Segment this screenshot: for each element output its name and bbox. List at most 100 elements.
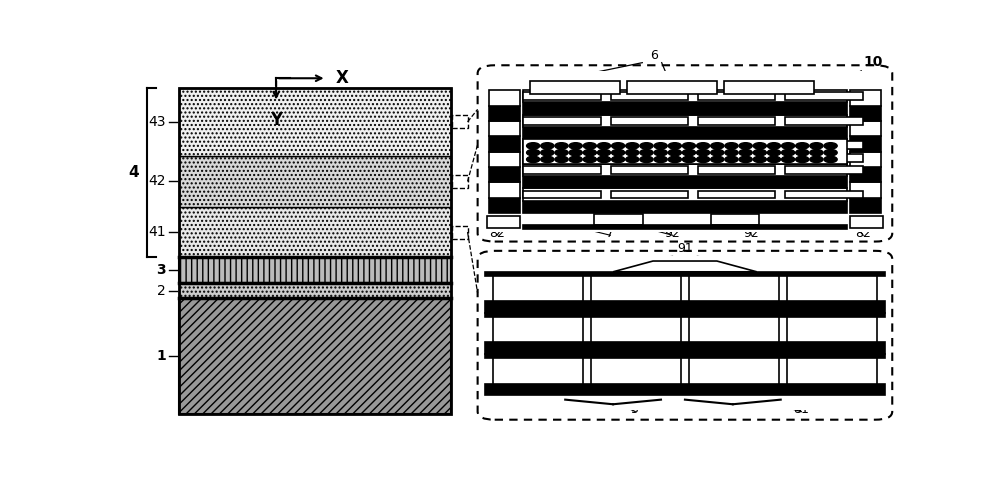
Circle shape xyxy=(725,143,738,149)
Bar xyxy=(785,93,863,100)
Circle shape xyxy=(697,143,710,149)
Circle shape xyxy=(569,143,582,149)
Bar xyxy=(179,156,450,207)
Circle shape xyxy=(725,156,738,162)
Bar xyxy=(523,139,847,164)
Bar xyxy=(627,80,717,94)
Circle shape xyxy=(583,149,596,156)
Text: 41: 41 xyxy=(148,225,166,239)
Bar xyxy=(485,301,885,313)
Bar xyxy=(689,317,779,342)
Bar xyxy=(689,359,779,384)
Bar xyxy=(787,317,877,342)
Bar xyxy=(611,190,688,199)
Circle shape xyxy=(697,149,710,156)
Circle shape xyxy=(555,156,568,162)
Circle shape xyxy=(739,143,752,149)
Bar xyxy=(850,216,883,228)
Bar xyxy=(485,384,885,395)
Bar xyxy=(523,127,847,139)
Circle shape xyxy=(810,149,823,156)
Bar xyxy=(698,166,775,174)
Bar xyxy=(850,106,881,121)
Circle shape xyxy=(583,143,596,149)
Circle shape xyxy=(796,143,809,149)
Circle shape xyxy=(541,156,554,162)
Bar xyxy=(850,167,881,182)
Circle shape xyxy=(583,156,596,162)
Polygon shape xyxy=(613,261,757,272)
Circle shape xyxy=(810,156,823,162)
Circle shape xyxy=(767,149,781,156)
Bar xyxy=(179,88,450,414)
Bar xyxy=(523,115,847,127)
Circle shape xyxy=(527,143,540,149)
Bar xyxy=(689,276,779,301)
Circle shape xyxy=(654,149,667,156)
Bar xyxy=(523,176,847,188)
Circle shape xyxy=(711,149,724,156)
Bar xyxy=(698,190,775,199)
Text: 82: 82 xyxy=(855,227,871,240)
Circle shape xyxy=(541,149,554,156)
Bar xyxy=(452,175,468,188)
Bar xyxy=(785,117,863,125)
Bar xyxy=(489,136,520,151)
Text: 10: 10 xyxy=(863,55,883,69)
Bar xyxy=(523,188,847,201)
Circle shape xyxy=(668,149,681,156)
Bar xyxy=(850,198,881,213)
Bar xyxy=(611,166,688,174)
Circle shape xyxy=(711,143,724,149)
Circle shape xyxy=(725,149,738,156)
Circle shape xyxy=(668,143,681,149)
Bar xyxy=(179,298,450,414)
Circle shape xyxy=(555,149,568,156)
Text: 82: 82 xyxy=(489,227,505,240)
Bar xyxy=(489,106,520,121)
Circle shape xyxy=(753,143,766,149)
Bar xyxy=(611,142,688,149)
Bar xyxy=(523,201,847,213)
Bar xyxy=(523,154,601,161)
Bar xyxy=(698,117,775,125)
Circle shape xyxy=(626,149,639,156)
Bar xyxy=(493,317,583,342)
Bar xyxy=(179,207,450,257)
Bar xyxy=(485,256,885,411)
Bar xyxy=(850,90,881,106)
Circle shape xyxy=(626,143,639,149)
Circle shape xyxy=(824,156,837,162)
Bar xyxy=(698,154,775,161)
Bar xyxy=(523,164,847,176)
Bar xyxy=(523,139,847,151)
Bar xyxy=(785,166,863,174)
Circle shape xyxy=(697,156,710,162)
Circle shape xyxy=(541,143,554,149)
Bar xyxy=(591,276,681,301)
Circle shape xyxy=(640,149,653,156)
Circle shape xyxy=(597,143,611,149)
Text: 6: 6 xyxy=(650,49,658,62)
Bar xyxy=(452,226,468,239)
Text: X: X xyxy=(336,69,349,87)
Bar xyxy=(489,90,520,106)
Circle shape xyxy=(555,143,568,149)
Text: 91: 91 xyxy=(677,241,693,254)
Circle shape xyxy=(810,143,823,149)
Circle shape xyxy=(782,143,795,149)
Bar xyxy=(850,136,881,151)
Circle shape xyxy=(612,143,625,149)
Bar xyxy=(611,154,688,161)
Circle shape xyxy=(682,143,696,149)
Bar xyxy=(787,359,877,384)
Circle shape xyxy=(612,149,625,156)
Circle shape xyxy=(739,149,752,156)
Text: 2: 2 xyxy=(157,284,166,298)
Bar xyxy=(787,276,877,301)
Bar xyxy=(489,182,520,198)
Bar xyxy=(179,257,450,283)
Text: Y: Y xyxy=(270,110,282,129)
Circle shape xyxy=(767,156,781,162)
Circle shape xyxy=(796,149,809,156)
